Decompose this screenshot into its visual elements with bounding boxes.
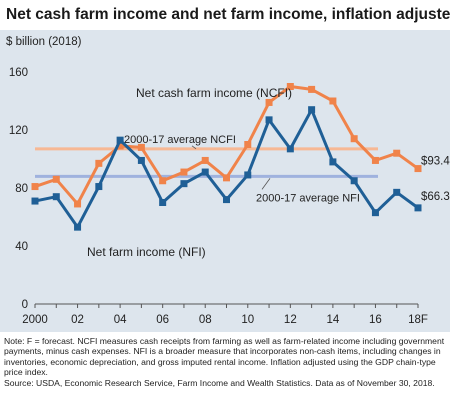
ncfi-point xyxy=(95,159,103,167)
chart-notes: Note: F = forecast. NCFI measures cash r… xyxy=(4,336,446,388)
x-tick-label: 06 xyxy=(156,314,169,326)
x-tick-label: 2000 xyxy=(22,314,48,326)
nfi-point xyxy=(371,209,379,217)
ncfi-point xyxy=(159,177,167,185)
ncfi-point xyxy=(223,174,230,182)
x-tick-label: 16 xyxy=(369,314,382,326)
y-tick-label: 40 xyxy=(15,241,28,253)
ncfi-point xyxy=(393,149,401,157)
y-axis-label: $ billion (2018) xyxy=(6,36,82,48)
x-tick-label: 12 xyxy=(284,314,297,326)
nfi-point xyxy=(223,196,230,204)
ncfi-point xyxy=(286,83,294,90)
nfi-point xyxy=(244,171,252,179)
nfi-point xyxy=(74,223,82,231)
nfi-point xyxy=(201,168,209,176)
x-tick-label: 02 xyxy=(71,314,84,326)
ncfi-point xyxy=(137,143,145,151)
x-tick-label: 08 xyxy=(199,314,212,326)
ncfi-point xyxy=(414,165,422,173)
ncfi-point xyxy=(308,85,316,93)
line-chart: 0 40 80 120 160 2000 02 04 06 08 10 12 14 16 18F 2000-1… xyxy=(9,67,450,326)
y-tick-label: 120 xyxy=(9,125,28,137)
average-ncfi-label: 2000-17 average NCFI xyxy=(124,134,236,146)
x-tick-label: 18F xyxy=(408,314,428,326)
nfi-point xyxy=(414,204,422,212)
y-tick-label: 160 xyxy=(9,67,28,79)
x-tick-label: 10 xyxy=(241,314,254,326)
ncfi-point xyxy=(244,141,252,148)
ncfi-point xyxy=(350,135,358,143)
nfi-point xyxy=(329,158,337,166)
ncfi-point xyxy=(265,98,273,106)
nfi-point xyxy=(52,193,60,201)
nfi-point xyxy=(308,106,316,114)
chart-panel: $ billion (2018) 0 40 80 120 160 2000 02 04 06 08… xyxy=(0,30,450,332)
ncfi-point xyxy=(329,97,337,105)
ncfi-point xyxy=(180,168,188,176)
nfi-point xyxy=(286,145,294,153)
ncfi-end-label: $93.4 xyxy=(421,156,450,168)
nfi-line xyxy=(34,108,419,229)
y-tick-label: 0 xyxy=(22,299,28,311)
ncfi-point xyxy=(371,156,379,164)
nfi-point xyxy=(137,156,145,164)
nfi-point xyxy=(31,197,39,205)
nfi-end-label: $66.3 xyxy=(421,191,450,203)
nfi-point xyxy=(116,136,124,144)
x-tick-label: 14 xyxy=(326,314,339,326)
nfi-point xyxy=(95,183,103,191)
nfi-point xyxy=(265,116,273,124)
ncfi-point xyxy=(201,156,209,164)
nfi-point xyxy=(180,180,188,188)
nfi-point xyxy=(393,188,401,196)
note-text: Note: F = forecast. NCFI measures cash r… xyxy=(4,336,445,378)
source-text: Source: USDA, Economic Research Service,… xyxy=(4,377,435,388)
nfi-point xyxy=(350,177,358,185)
ncfi-series-label: Net cash farm income (NCFI) xyxy=(136,86,292,100)
x-tick-label: 04 xyxy=(114,314,127,326)
nfi-point xyxy=(159,199,167,206)
average-ncfi-leader xyxy=(191,145,197,150)
ncfi-point xyxy=(31,183,39,191)
chart-title: Net cash farm income and net farm income… xyxy=(6,6,450,23)
ncfi-point xyxy=(116,142,124,150)
ncfi-point xyxy=(74,200,82,208)
ncfi-point xyxy=(52,175,60,183)
nfi-series-label: Net farm income (NFI) xyxy=(87,245,206,259)
average-nfi-leader xyxy=(261,178,271,190)
y-tick-label: 80 xyxy=(15,183,28,195)
average-nfi-label: 2000-17 average NFI xyxy=(256,192,360,204)
